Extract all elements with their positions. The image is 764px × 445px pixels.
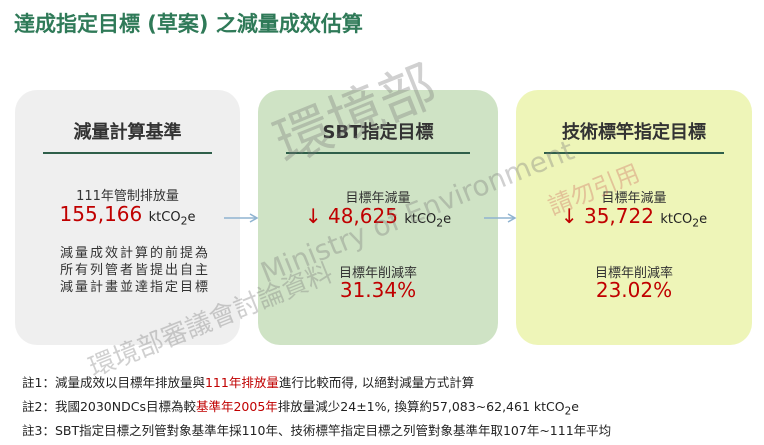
- box-heading: SBT指定目標: [286, 118, 470, 154]
- note-text: 註2：我國2030NDCs目標為較: [22, 399, 196, 414]
- note-highlight: 基準年2005年: [195, 399, 278, 414]
- title: 達成指定目標 (草案) 之減量成效估算: [14, 12, 363, 36]
- unit: ktCO2e: [404, 212, 452, 230]
- value-text: 35,722: [583, 204, 654, 228]
- footnote: 註3：SBT指定目標之列管對象基準年採110年、技術標竿指定目標之列管對象基準年…: [22, 420, 611, 439]
- arrow: ↓: [560, 204, 578, 228]
- box-label: 目標年減量: [601, 191, 667, 206]
- benchmark-box: 技術標竿指定目標 目標年減量 ↓ 35,722 ktCO2e 目標年削減率 23…: [516, 90, 752, 345]
- unit-sub: 2: [436, 216, 444, 230]
- unit-sub: 2: [692, 216, 700, 230]
- unit-text: ktCO: [660, 212, 693, 227]
- box-heading: 技術標竿指定目標: [544, 118, 724, 154]
- note-text: e: [571, 399, 579, 414]
- box-label: 目標年減量: [345, 191, 411, 206]
- rate-value: 23.02%: [595, 278, 673, 302]
- unit-text: e: [699, 212, 708, 227]
- unit-text: ktCO: [148, 210, 181, 225]
- box-note: 減量成效計算的前提為所有列管者皆提出自主減量計畫並達指定目標: [60, 246, 211, 295]
- rate-label: 目標年削減率: [338, 266, 417, 281]
- unit: ktCO2e: [148, 210, 196, 228]
- box-value: 155,166 ktCO2e: [15, 202, 240, 228]
- unit-text: e: [187, 210, 196, 225]
- arrowhead: [249, 213, 259, 223]
- rate-value: 31.34%: [339, 278, 417, 302]
- arrow: ↓: [304, 204, 322, 228]
- unit: ktCO2e: [660, 212, 708, 230]
- footnote: 註2：我國2030NDCs目標為較基準年2005年排放量減少24±1%, 換算約…: [22, 396, 579, 418]
- baseline-box: 減量計算基準 111年管制排放量 155,166 ktCO2e 減量成效計算的前…: [15, 90, 240, 345]
- footnote: 註1：減量成效以目標年排放量與111年排放量進行比較而得, 以絕對減量方式計算: [22, 372, 474, 391]
- note-text: 註1：減量成效以目標年排放量與: [22, 375, 205, 390]
- note-text: 排放量減少24±1%, 換算約57,083~62,461 ktCO: [277, 399, 565, 414]
- note-sub: 2: [564, 405, 572, 418]
- rate-label: 目標年削減率: [594, 266, 673, 281]
- unit-text: ktCO: [404, 212, 437, 227]
- note-text: 註3：SBT指定目標之列管對象基準年採110年、技術標竿指定目標之列管對象基準年…: [22, 423, 612, 438]
- sbt-box: SBT指定目標 目標年減量 ↓ 48,625 ktCO2e 目標年削減率 31.…: [258, 90, 498, 345]
- note-text: 進行比較而得, 以絕對減量方式計算: [278, 375, 475, 390]
- box-value: ↓ 35,722 ktCO2e: [516, 204, 752, 230]
- unit-sub: 2: [180, 214, 188, 228]
- box-value: ↓ 48,625 ktCO2e: [258, 204, 498, 230]
- box-label: 111年管制排放量: [76, 189, 179, 204]
- arrowhead: [507, 213, 517, 223]
- value-text: 155,166: [59, 202, 143, 226]
- value-text: 48,625: [327, 204, 398, 228]
- note-highlight: 111年排放量: [204, 375, 279, 390]
- box-heading: 減量計算基準: [43, 118, 212, 154]
- unit-text: e: [443, 212, 452, 227]
